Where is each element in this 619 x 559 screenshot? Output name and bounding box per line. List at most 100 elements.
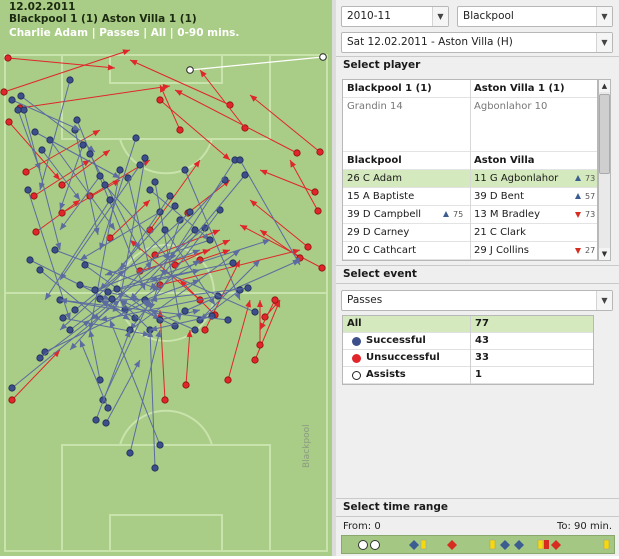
home-player[interactable]: 29 D Carney — [347, 227, 410, 238]
unsuccessful-pass-origin — [201, 326, 209, 334]
successful-pass-arrowhead — [45, 292, 52, 300]
scroll-up-icon[interactable]: ▲ — [599, 80, 610, 92]
successful-pass-arrowhead — [55, 242, 62, 250]
unsuccessful-pass-arrowhead — [180, 280, 188, 288]
player-row[interactable]: 26 C Adam 11 G Agbonlahor 73 — [343, 170, 597, 188]
away-player[interactable]: 29 J Collins — [474, 245, 530, 256]
substitution-icon — [551, 540, 561, 550]
match-select[interactable]: Sat 12.02.2011 - Aston Villa (H) ▼ — [341, 32, 613, 53]
event-stat-row[interactable]: All 77 — [343, 316, 593, 333]
successful-pass-origin — [224, 316, 232, 324]
successful-pass-arrowhead — [38, 182, 45, 190]
control-panel: 2010-11 ▼ Blackpool ▼ Sat 12.02.2011 - A… — [336, 0, 619, 556]
unsuccessful-pass-line — [129, 239, 201, 301]
unsuccessful-pass-arrowhead — [200, 70, 207, 78]
successful-pass-origin — [66, 76, 74, 84]
chevron-down-icon: ▼ — [596, 7, 612, 26]
home-player[interactable]: 26 C Adam — [347, 173, 402, 184]
unsuccessful-pass — [8, 349, 61, 404]
substitution-minute: 27 — [585, 246, 596, 255]
time-range-slider[interactable] — [341, 535, 615, 554]
scroll-down-icon[interactable]: ▼ — [599, 248, 610, 260]
unsuccessful-pass-arrowhead — [193, 160, 200, 168]
successful-pass — [91, 249, 201, 294]
event-stat-row[interactable]: Assists 1 — [343, 367, 593, 384]
event-stat-label: All — [347, 318, 362, 329]
player-list-scrollbar[interactable]: ▲ ▼ — [598, 79, 611, 261]
away-player[interactable]: 13 M Bradley — [474, 209, 541, 220]
successful-pass-line — [184, 169, 241, 301]
successful-pass-origin — [20, 106, 28, 114]
unsuccessful-pass — [16, 84, 171, 112]
successful-pass-line — [105, 359, 141, 424]
successful-pass-origin — [151, 178, 159, 186]
successful-pass-arrowhead — [117, 270, 125, 277]
away-player[interactable]: 39 D Bent — [474, 191, 525, 202]
unsuccessful-pass-origin — [224, 376, 232, 384]
home-player[interactable]: 39 D Campbell — [347, 209, 422, 220]
unsuccessful-pass-arrowhead — [290, 160, 296, 168]
event-stat-row[interactable]: Successful 43 — [343, 333, 593, 350]
successful-pass-line — [199, 289, 241, 321]
assist-pass-line — [189, 56, 324, 71]
player-row[interactable]: 15 A Baptiste 39 D Bent 57 — [343, 188, 597, 206]
unsuccessful-pass-arrowhead — [53, 172, 60, 180]
unsuccessful-pass-line — [149, 159, 201, 231]
away-player[interactable]: 21 C Clark — [474, 227, 526, 238]
successful-pass-line — [94, 249, 201, 291]
divider — [336, 56, 619, 57]
successful-pass-arrowhead — [192, 249, 200, 256]
successful-pass-origin — [221, 176, 229, 184]
player-row[interactable]: 39 D Campbell 13 M Bradley 75 73 — [343, 206, 597, 224]
successful-pass-origin — [8, 96, 16, 104]
home-player[interactable]: 20 C Cathcart — [347, 245, 417, 256]
home-player[interactable]: 15 A Baptiste — [347, 191, 415, 202]
season-select[interactable]: 2010-11 ▼ — [341, 6, 449, 27]
unsuccessful-pass-origin — [156, 96, 164, 104]
successful-pass-origin — [59, 314, 67, 322]
successful-pass-line — [107, 269, 201, 293]
unsuccessful-pass — [30, 159, 91, 200]
unsuccessful-pass-arrowhead — [240, 225, 248, 231]
unsuccessful-pass — [5, 118, 61, 181]
successful-pass — [88, 329, 104, 384]
successful-pass-arrowhead — [192, 260, 200, 267]
successful-pass-arrowhead — [120, 262, 127, 270]
team-select[interactable]: Blackpool ▼ — [457, 6, 613, 27]
successful-pass-arrowhead — [262, 239, 270, 245]
red-marker-icon — [544, 540, 549, 549]
successful-pass-arrowhead — [200, 313, 208, 320]
successful-pass-origin — [26, 256, 34, 264]
successful-pass — [126, 249, 241, 334]
successful-pass-line — [59, 299, 229, 321]
event-stat-row[interactable]: Unsuccessful 33 — [343, 350, 593, 367]
unsuccessful-pass-origin — [251, 356, 259, 364]
successful-pass-origin — [73, 116, 81, 124]
successful-pass-line — [76, 119, 146, 291]
time-from-label: From: 0 — [343, 521, 381, 532]
unsuccessful-pass-arrowhead — [107, 64, 115, 71]
event-select[interactable]: Passes ▼ — [341, 290, 613, 311]
away-player[interactable]: 11 G Agbonlahor — [474, 173, 559, 184]
event-stat-value: 33 — [475, 352, 489, 363]
player-row[interactable]: 29 D Carney 21 C Clark — [343, 224, 597, 242]
scroll-thumb[interactable] — [599, 94, 610, 174]
successful-pass-arrowhead — [100, 300, 108, 306]
successful-pass-arrowhead — [170, 252, 177, 260]
timeline-events — [358, 539, 610, 550]
bottom-six-yard-box — [109, 514, 223, 552]
player-row[interactable]: 20 C Cathcart 29 J Collins 27 — [343, 242, 597, 260]
divider — [336, 283, 619, 284]
select-event-title: Select event — [343, 268, 417, 280]
team-direction-label: Blackpool — [302, 424, 312, 468]
successful-pass — [38, 76, 74, 191]
successful-pass-arrowhead — [124, 330, 131, 338]
successful-pass-origin — [132, 134, 140, 142]
assist-marker-icon — [370, 540, 380, 550]
successful-pass-origin — [108, 295, 116, 303]
assist-pass — [186, 53, 327, 74]
unsuccessful-pass — [289, 159, 322, 215]
successful-pass — [181, 166, 241, 301]
successful-pass — [101, 181, 171, 261]
unsuccessful-pass-origin — [176, 126, 184, 134]
